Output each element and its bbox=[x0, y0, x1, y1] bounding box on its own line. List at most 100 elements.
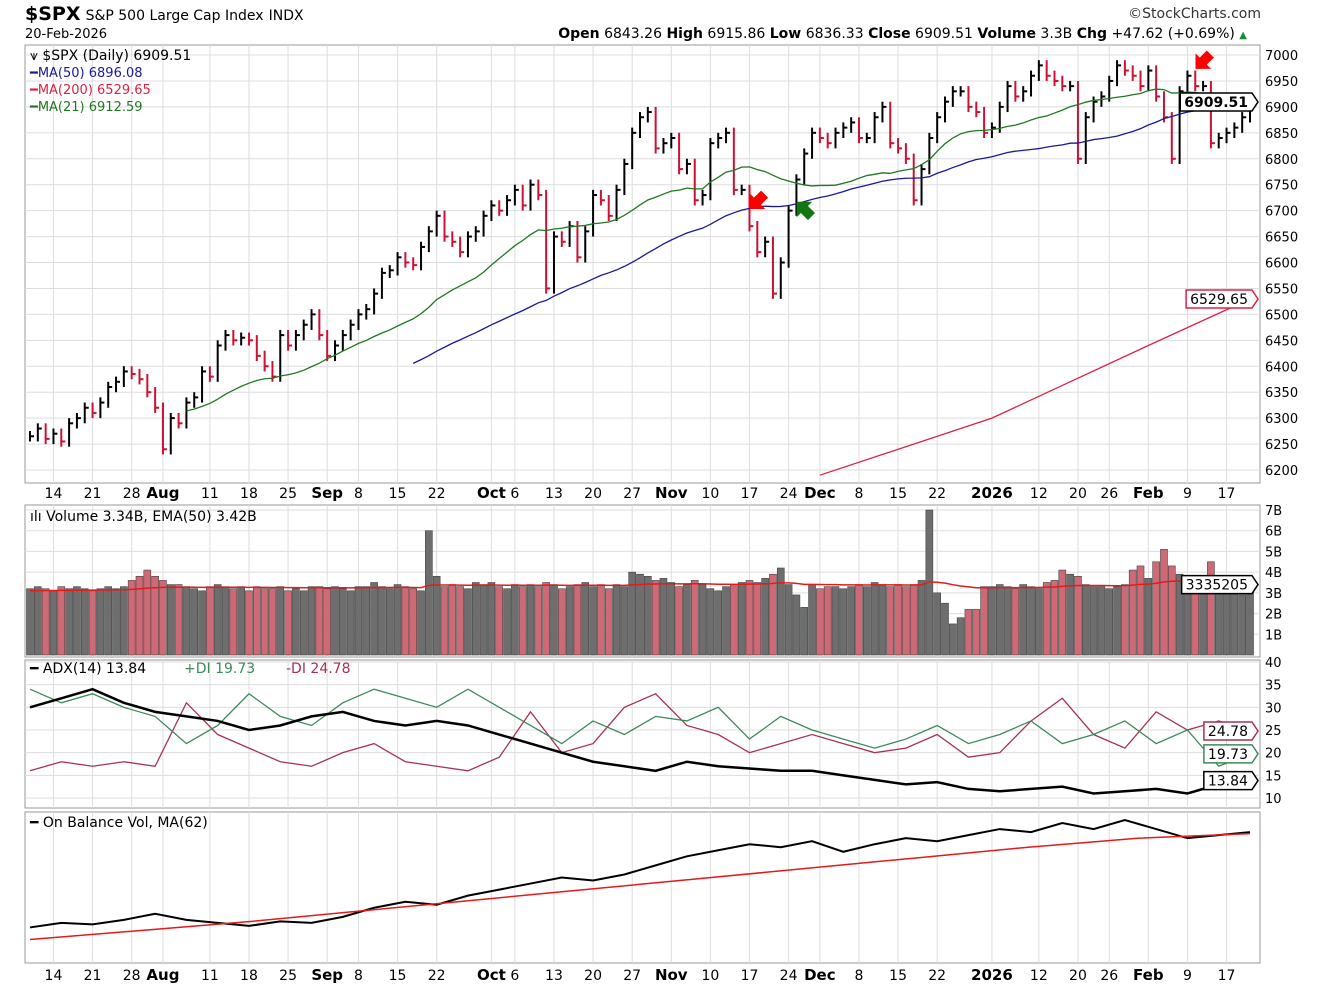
x-tick-label: Oct bbox=[477, 484, 506, 502]
minus-di-legend: -DI 24.78 bbox=[286, 661, 351, 677]
volume-bar bbox=[1175, 573, 1184, 656]
volume-bar bbox=[972, 609, 981, 656]
volume-bar bbox=[683, 584, 691, 656]
volume-bar bbox=[362, 586, 371, 656]
x-tick-label: 10 bbox=[701, 968, 719, 984]
price-bar bbox=[1076, 80, 1082, 164]
volume-bar bbox=[1238, 594, 1246, 656]
x-tick-label: 18 bbox=[240, 486, 258, 502]
volume-bar bbox=[589, 586, 597, 656]
volume-legend: ılı Volume 3.34B, EMA(50) 3.42B bbox=[30, 509, 257, 525]
x-tick-label: 24 bbox=[780, 486, 798, 502]
x-tick-label: 14 bbox=[45, 968, 63, 984]
volume-bar bbox=[1214, 584, 1223, 656]
volume-bar bbox=[252, 586, 261, 656]
volume-bar bbox=[479, 584, 488, 656]
volume-bar bbox=[393, 584, 402, 656]
volume-bar bbox=[612, 584, 621, 656]
price-bar bbox=[537, 179, 543, 201]
price-bar bbox=[466, 231, 472, 258]
adx-tick-label: 15 bbox=[1265, 769, 1282, 784]
volume-bar bbox=[800, 607, 809, 656]
volume-bar bbox=[1011, 588, 1020, 656]
price-bar bbox=[185, 397, 191, 429]
volume-bar bbox=[26, 588, 34, 656]
price-bar bbox=[107, 381, 113, 408]
price-bar bbox=[83, 402, 89, 424]
volume-bar bbox=[354, 586, 363, 656]
security-name: S&P 500 Large Cap Index bbox=[85, 8, 264, 24]
volume-bar bbox=[315, 586, 324, 656]
volume-bar bbox=[542, 582, 550, 656]
volume-bar bbox=[284, 590, 292, 656]
price-bar bbox=[701, 189, 707, 206]
volume-bar bbox=[1105, 588, 1114, 656]
volume-bar bbox=[753, 582, 762, 656]
volume-bar bbox=[198, 590, 206, 656]
volume-bar bbox=[409, 588, 418, 656]
brand-logo[interactable]: ©StockCharts.com bbox=[1128, 6, 1261, 22]
price-bar bbox=[1030, 70, 1036, 97]
price-bar bbox=[1147, 65, 1153, 92]
volume-bar bbox=[1066, 573, 1074, 656]
price-bar bbox=[29, 431, 34, 442]
price-bar bbox=[146, 374, 152, 398]
price-bar bbox=[1037, 60, 1043, 81]
volume-bar bbox=[221, 586, 230, 656]
price-bar bbox=[247, 332, 253, 346]
volume-bar bbox=[597, 584, 605, 656]
adx-tick-label: 35 bbox=[1265, 679, 1282, 694]
volume-tick-label: 7B bbox=[1265, 504, 1282, 519]
ma200-line bbox=[819, 298, 1251, 476]
volume-bar bbox=[331, 586, 339, 656]
volume-bar bbox=[65, 588, 73, 656]
price-bar bbox=[779, 257, 785, 299]
volume-bar bbox=[378, 586, 386, 656]
price-legend-title: ⩛ $SPX (Daily) 6909.51 bbox=[30, 48, 191, 64]
volume-bar bbox=[401, 586, 410, 656]
volume-bar bbox=[307, 586, 316, 656]
volume-bar bbox=[667, 582, 676, 656]
volume-bar bbox=[1097, 586, 1106, 656]
price-bar bbox=[36, 423, 42, 442]
price-bar bbox=[412, 257, 418, 271]
price-tick-label: 6700 bbox=[1265, 205, 1298, 220]
volume-bar bbox=[299, 590, 308, 656]
volume-bar bbox=[213, 584, 222, 656]
volume-bar bbox=[518, 586, 527, 656]
plus-tag-group: 19.73 bbox=[1203, 744, 1259, 764]
price-bar bbox=[818, 127, 824, 144]
volume-bar bbox=[120, 586, 128, 656]
volume-bar bbox=[1207, 561, 1215, 656]
volume-bar bbox=[49, 590, 58, 656]
price-bar bbox=[130, 366, 136, 380]
x-tick-label: 15 bbox=[389, 968, 407, 984]
x-tick-label: 10 bbox=[701, 486, 719, 502]
volume-bar bbox=[1246, 585, 1254, 656]
x-tick-label: Dec bbox=[804, 966, 836, 984]
volume-bar bbox=[495, 586, 504, 656]
price-bar bbox=[983, 106, 989, 138]
volume-bar bbox=[1003, 586, 1012, 656]
price-bar bbox=[967, 86, 973, 113]
arrow-up-icon bbox=[796, 201, 816, 221]
x-tick-label: Sep bbox=[311, 966, 343, 984]
price-bar bbox=[998, 101, 1004, 133]
price-bar bbox=[623, 158, 629, 196]
volume-bar bbox=[745, 580, 754, 656]
price-bar bbox=[1022, 86, 1028, 102]
volume-bar bbox=[80, 588, 89, 656]
price-bar bbox=[1209, 80, 1215, 149]
volume-bar bbox=[1230, 590, 1239, 656]
price-tick-label: 6350 bbox=[1265, 386, 1298, 401]
x-tick-label: Sep bbox=[311, 484, 343, 502]
price-bar bbox=[513, 184, 519, 206]
x-tick-label: Dec bbox=[804, 484, 836, 502]
volume-bar bbox=[839, 588, 848, 656]
price-bar bbox=[1014, 80, 1020, 102]
volume-bar bbox=[143, 569, 152, 656]
volume-bar bbox=[1035, 588, 1043, 656]
volume-bar bbox=[96, 588, 105, 656]
price-bar bbox=[1217, 132, 1223, 149]
price-bar bbox=[842, 122, 848, 138]
